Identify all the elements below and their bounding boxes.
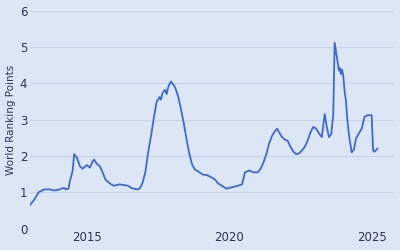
Y-axis label: World Ranking Points: World Ranking Points <box>6 64 16 175</box>
